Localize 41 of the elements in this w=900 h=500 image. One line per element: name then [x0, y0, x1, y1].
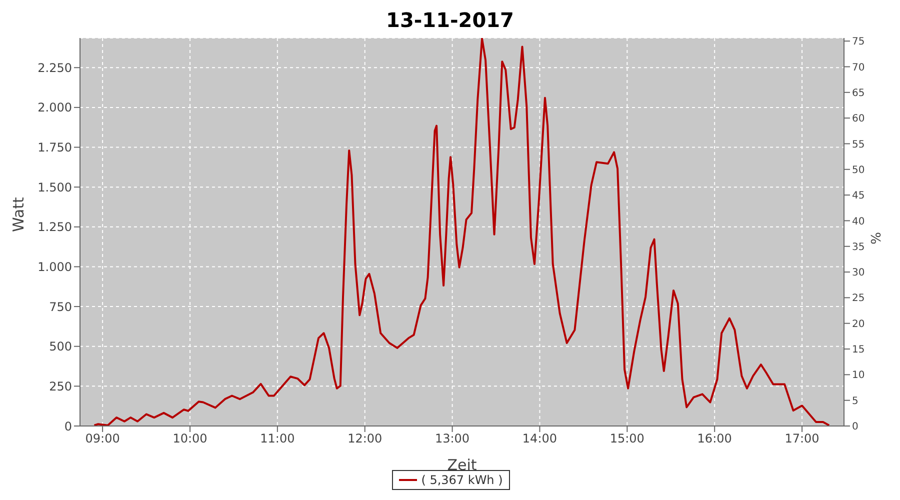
x-axis-title: Zeit: [447, 456, 477, 474]
y2-tick-label: 0: [852, 422, 858, 433]
y2-tick-label: 75: [852, 36, 865, 48]
y2-tick-label: 20: [852, 318, 865, 330]
x-tick-label: 09:00: [85, 432, 120, 446]
x-tick-label: 12:00: [348, 432, 382, 446]
y2-tick-label: 30: [852, 268, 865, 279]
y2-tick-label: 35: [852, 242, 865, 253]
y-tick-label: 1.250: [38, 220, 72, 234]
x-tick-label: 14:00: [522, 432, 558, 446]
chart-title: 13-11-2017: [385, 8, 515, 34]
y2-tick-label: 60: [852, 114, 865, 125]
y-tick-label: 2.250: [38, 60, 72, 75]
y-axis-title: Watt: [9, 197, 28, 232]
line-series: [93, 38, 830, 426]
y-tick-label: 2.000: [38, 100, 72, 115]
y-tick-label: 750: [49, 300, 72, 314]
y2-tick-label: 40: [852, 216, 865, 228]
x-tick-label: 11:00: [260, 432, 295, 446]
y-tick-label: 1.000: [38, 260, 72, 274]
y-tick-label: 1.500: [38, 180, 72, 194]
y2-tick-label: 15: [852, 344, 865, 356]
y2-tick-label: 10: [852, 370, 865, 382]
y2-axis-title: %: [870, 232, 885, 244]
y2-tick-label: 50: [852, 164, 865, 176]
legend-label: ( 5,367 kWh ): [421, 473, 503, 487]
y2-tick-label: 25: [852, 293, 865, 304]
x-tick-label: 13:00: [435, 432, 470, 446]
x-tick-label: 16:00: [697, 432, 732, 446]
x-tick-label: 10:00: [172, 432, 208, 446]
y-tick-label: 0: [64, 419, 72, 434]
y-tick-label: 1.750: [38, 140, 72, 155]
y2-tick-label: 65: [852, 88, 865, 99]
y2-tick-label: 55: [852, 139, 865, 150]
y2-tick-label: 5: [852, 396, 858, 407]
y2-tick-label: 45: [852, 190, 865, 202]
y-tick-label: 250: [49, 379, 72, 394]
x-tick-label: 15:00: [610, 432, 644, 446]
y-tick-label: 500: [49, 340, 72, 354]
y2-tick-label: 70: [852, 62, 865, 74]
x-tick-label: 17:00: [784, 432, 820, 446]
